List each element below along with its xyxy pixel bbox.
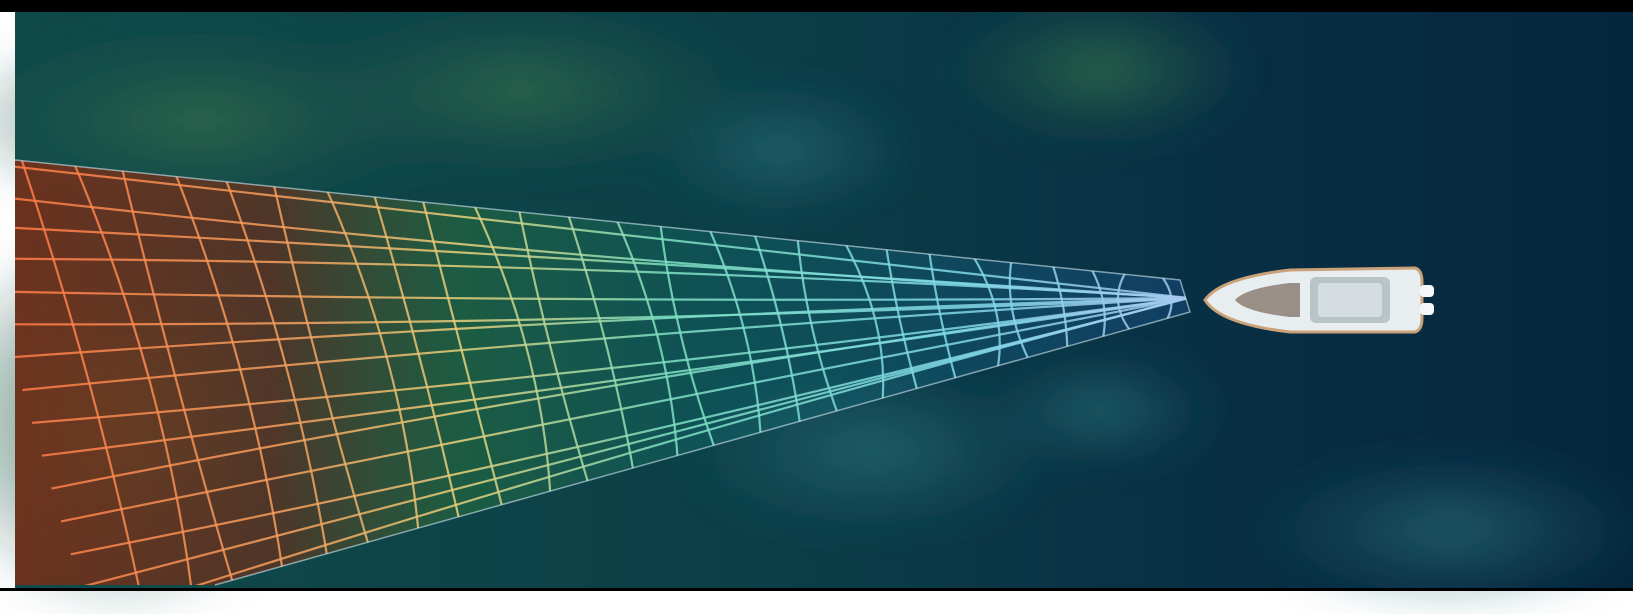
grid-line bbox=[515, 198, 596, 503]
grid-line bbox=[15, 296, 1189, 326]
grid-line bbox=[658, 215, 722, 464]
top-border bbox=[0, 0, 1633, 12]
grid-line bbox=[369, 181, 466, 543]
grid-line bbox=[969, 251, 1001, 378]
grid-line bbox=[884, 242, 922, 402]
grid-line bbox=[750, 226, 804, 438]
grid-line bbox=[1008, 257, 1034, 367]
grid-line bbox=[467, 192, 553, 516]
grid-line bbox=[65, 160, 197, 585]
bottom-border bbox=[0, 588, 1633, 591]
beam-edge bbox=[14, 159, 1191, 586]
grid-line bbox=[795, 231, 844, 426]
grid-line bbox=[611, 209, 680, 477]
grid-line bbox=[80, 296, 1189, 585]
grid-line bbox=[840, 236, 885, 414]
grid-line bbox=[927, 247, 960, 390]
grid-line bbox=[32, 296, 1189, 424]
grid-line bbox=[15, 160, 1189, 300]
grid-line bbox=[51, 296, 1189, 490]
grid-line bbox=[60, 296, 1189, 523]
grid-line bbox=[704, 220, 763, 451]
grid-line bbox=[15, 160, 152, 585]
grid-line bbox=[168, 160, 288, 585]
grid-line bbox=[269, 169, 378, 571]
grid-line bbox=[117, 160, 243, 585]
grid-line bbox=[89, 296, 1189, 585]
grid-line bbox=[418, 187, 510, 530]
grid-line bbox=[319, 175, 422, 557]
sonar-grid bbox=[15, 160, 1189, 585]
grid-line bbox=[563, 204, 638, 490]
grid-line bbox=[218, 163, 333, 584]
boat bbox=[1203, 266, 1434, 334]
